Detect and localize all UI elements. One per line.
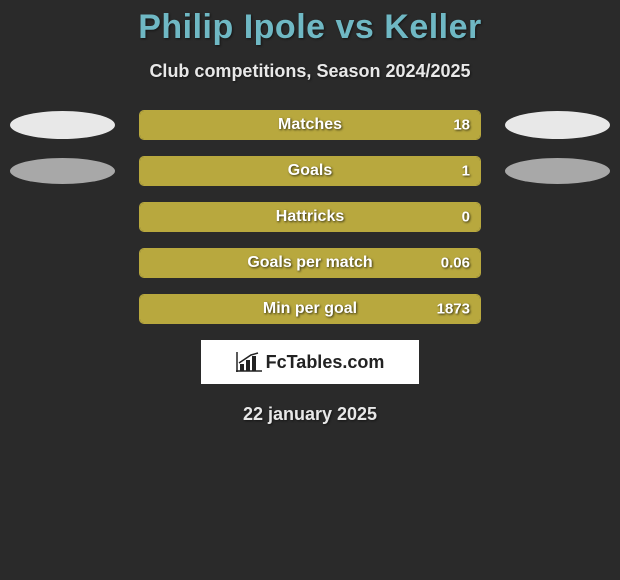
stat-label: Min per goal: [263, 300, 357, 318]
stat-bar: Goals 1: [139, 156, 481, 186]
stat-row: Matches 18: [0, 110, 620, 140]
date-label: 22 january 2025: [0, 404, 620, 425]
stat-bar: Min per goal 1873: [139, 294, 481, 324]
stat-value: 0.06: [441, 255, 470, 272]
stat-label: Hattricks: [276, 208, 344, 226]
stat-row: Hattricks 0: [0, 202, 620, 232]
subtitle: Club competitions, Season 2024/2025: [0, 61, 620, 82]
player-marker-right: [505, 111, 610, 139]
chart-container: Philip Ipole vs Keller Club competitions…: [0, 0, 620, 425]
stat-label: Goals per match: [247, 254, 372, 272]
player-marker-right: [505, 158, 610, 184]
stat-row: Min per goal 1873: [0, 294, 620, 324]
stat-value: 18: [453, 117, 470, 134]
stat-row: Goals per match 0.06: [0, 248, 620, 278]
player-marker-left: [10, 111, 115, 139]
player-marker-left: [10, 158, 115, 184]
stat-bar: Goals per match 0.06: [139, 248, 481, 278]
brand-box[interactable]: FcTables.com: [201, 340, 419, 384]
stat-bar: Matches 18: [139, 110, 481, 140]
stat-label: Matches: [278, 116, 342, 134]
stat-value: 0: [462, 209, 470, 226]
stat-row: Goals 1: [0, 156, 620, 186]
bar-rows: Matches 18 Goals 1 Hattricks 0 Goals per match…: [0, 110, 620, 324]
stat-value: 1: [462, 163, 470, 180]
page-title: Philip Ipole vs Keller: [0, 8, 620, 47]
stat-value: 1873: [437, 301, 470, 318]
stat-bar: Hattricks 0: [139, 202, 481, 232]
stat-label: Goals: [288, 162, 332, 180]
bar-chart-icon: [236, 352, 262, 372]
brand-text: FcTables.com: [266, 352, 385, 373]
